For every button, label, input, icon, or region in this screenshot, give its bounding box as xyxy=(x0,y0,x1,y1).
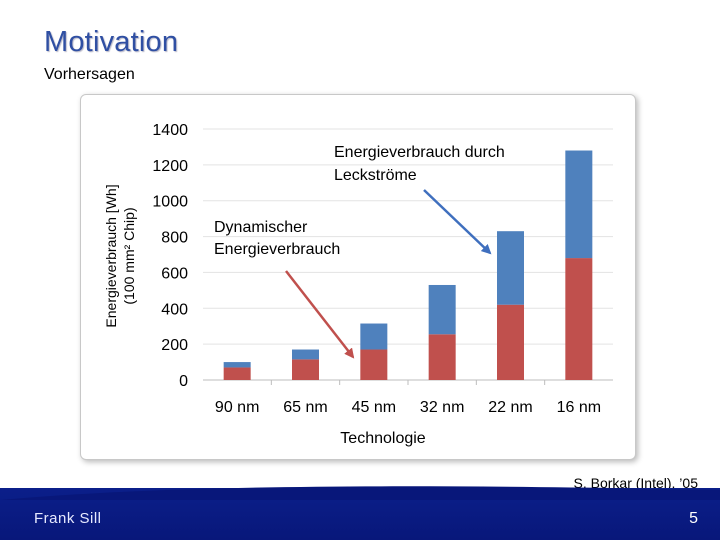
y-axis-label-line1: Energieverbrauch [Wh] xyxy=(103,184,119,327)
y-tick-label: 0 xyxy=(179,373,188,390)
footer-wave xyxy=(0,486,720,500)
bar-leakage xyxy=(428,284,456,335)
footer-author: Frank Sill xyxy=(34,510,102,527)
x-tick-label: 65 nm xyxy=(283,399,327,416)
x-tick-label: 32 nm xyxy=(420,399,464,416)
arrow-dynamic xyxy=(285,270,355,359)
bar-dynamic xyxy=(360,349,388,380)
annotation-dynamic-line1: Dynamischer xyxy=(214,219,308,236)
x-axis-label: Technologie xyxy=(340,430,426,447)
annotation-leakage-line1: Energieverbrauch durch xyxy=(334,144,505,161)
bar-dynamic xyxy=(223,367,251,380)
page-number: 5 xyxy=(689,510,698,527)
bar-leakage xyxy=(292,349,319,360)
y-tick-label: 400 xyxy=(161,301,188,318)
annotation-dynamic-line2: Energieverbrauch xyxy=(214,241,340,258)
x-tick-label: 45 nm xyxy=(352,399,396,416)
bar-leakage xyxy=(360,323,388,350)
source-credit: S. Borkar (Intel), ’05 xyxy=(573,475,699,491)
annotation-leakage-line2: Leckströme xyxy=(334,167,417,184)
slide-subtitle: Vorhersagen xyxy=(44,66,135,83)
y-tick-label: 600 xyxy=(161,265,188,282)
bar-leakage xyxy=(497,231,524,305)
arrow-leakage xyxy=(423,189,492,255)
y-axis-label-line2: (100 mm² Chip) xyxy=(121,207,137,304)
y-tick-label: 1400 xyxy=(152,122,188,139)
y-tick-label: 800 xyxy=(161,230,188,247)
slide-title: Motivation xyxy=(44,26,179,58)
bar-dynamic xyxy=(428,334,456,380)
bar-dynamic xyxy=(497,304,524,380)
y-tick-label: 1200 xyxy=(152,158,188,175)
bar-leakage xyxy=(565,150,593,259)
y-tick-label: 200 xyxy=(161,337,188,354)
x-tick-label: 90 nm xyxy=(215,399,259,416)
y-tick-label: 1000 xyxy=(152,194,188,211)
bar-leakage xyxy=(223,362,251,368)
x-tick-label: 22 nm xyxy=(488,399,532,416)
bar-dynamic xyxy=(565,258,593,380)
x-tick-label: 16 nm xyxy=(557,399,601,416)
bar-dynamic xyxy=(292,359,319,380)
chart-frame xyxy=(80,94,636,460)
